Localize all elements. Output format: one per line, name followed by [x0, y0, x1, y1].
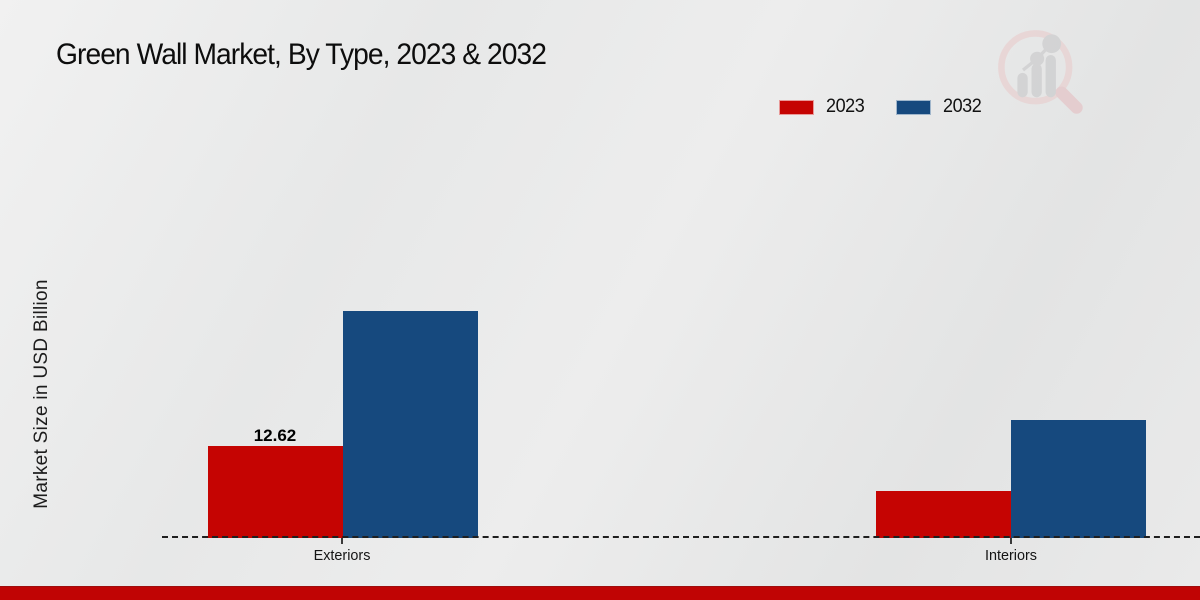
x-axis-baseline	[162, 536, 1200, 538]
category-label-exteriors: Exteriors	[313, 547, 371, 564]
category-label-interiors: Interiors	[984, 547, 1038, 564]
x-axis-tick-exteriors	[341, 538, 343, 544]
bar-exteriors-2023	[207, 446, 343, 538]
x-axis-tick-interiors	[1010, 538, 1012, 544]
legend-item-2032: 2032	[896, 96, 982, 118]
bar-exteriors-2032	[342, 311, 478, 538]
footer-accent-bar	[0, 586, 1200, 600]
chart-title: Green Wall Market, By Type, 2023 & 2032	[56, 38, 547, 71]
market-research-magnifier-logo-icon	[998, 30, 1083, 114]
legend-swatch-2032	[896, 99, 932, 115]
bar-value-label-exteriors-2023: 12.62	[253, 426, 297, 445]
legend-label-2032: 2032	[943, 96, 982, 117]
legend: 2023 2032	[779, 96, 983, 118]
bar-interiors-2023	[875, 491, 1011, 538]
legend-swatch-2023	[779, 99, 814, 115]
legend-label-2023: 2023	[826, 96, 865, 117]
legend-item-2023: 2023	[779, 96, 865, 118]
bar-interiors-2032	[1010, 419, 1146, 538]
